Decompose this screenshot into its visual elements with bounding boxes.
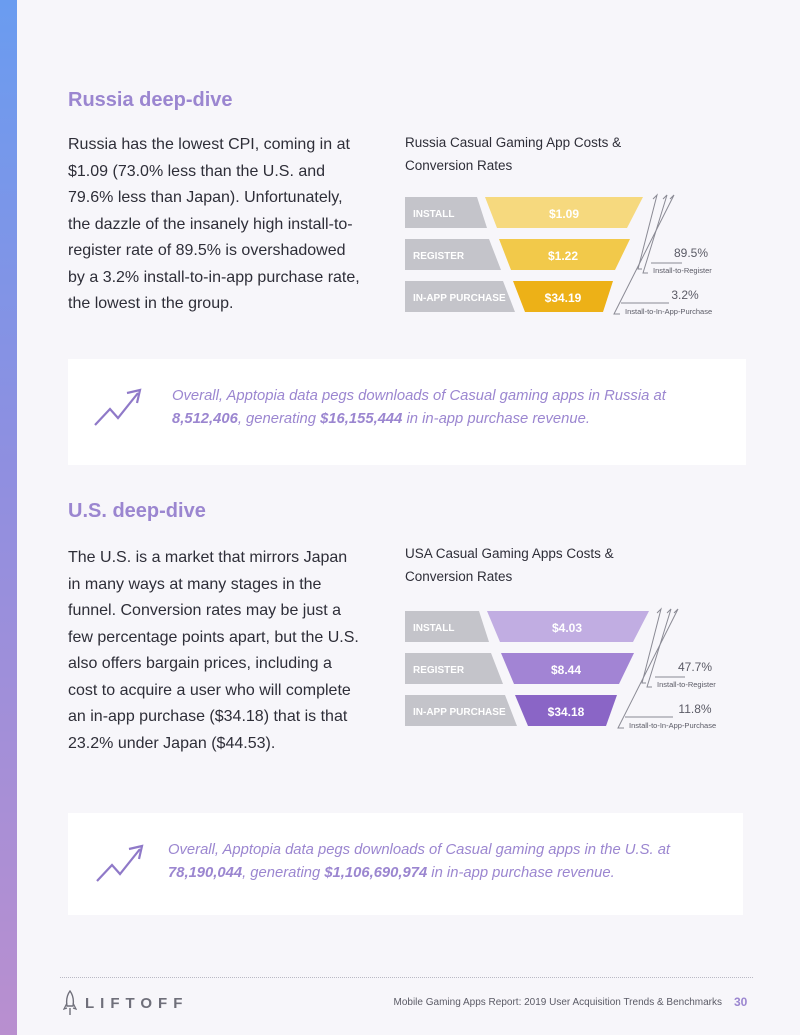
us-label-install	[405, 611, 489, 642]
russia-revenue: $16,155,444	[320, 411, 403, 427]
rocket-icon	[63, 990, 77, 1015]
logo-wordmark: LIFTOFF	[85, 995, 189, 1012]
russia-value-install: $1.09	[549, 207, 579, 221]
russia-value-register: $1.22	[548, 249, 578, 263]
us-conv-1-value: 47.7%	[678, 660, 712, 674]
russia-stage-install: INSTALL	[413, 209, 454, 220]
us-conv-1-label: Install-to-Register	[657, 680, 716, 689]
russia-conv-1-value: 89.5%	[674, 246, 708, 260]
trend-up-icon	[96, 844, 144, 882]
russia-stage-register: REGISTER	[413, 251, 465, 262]
us-stage-register: REGISTER	[413, 665, 465, 676]
us-value-purchase: $34.18	[548, 705, 585, 719]
us-label-purchase	[405, 695, 517, 726]
russia-value-purchase: $34.19	[545, 291, 582, 305]
us-heading: U.S. deep-dive	[68, 500, 206, 522]
russia-downloads: 8,512,406	[172, 411, 238, 427]
us-downloads: 78,190,044	[168, 865, 243, 881]
us-chart-title: USA Casual Gaming Apps Costs & Conversio…	[405, 546, 614, 584]
us-bar-register	[501, 653, 634, 684]
russia-bar-install	[485, 197, 643, 228]
russia-callout: Overall, Apptopia data pegs downloads of…	[68, 359, 746, 465]
us-stage-purchase: IN-APP PURCHASE	[413, 707, 506, 718]
russia-conv-2-value: 3.2%	[671, 288, 699, 302]
russia-heading: Russia deep-dive	[68, 89, 233, 111]
us-funnel-svg: INSTALL REGISTER IN-APP PURCHASE $4.03 $…	[405, 607, 716, 730]
page-number: 30	[734, 995, 748, 1009]
us-stage-install: INSTALL	[413, 623, 454, 634]
russia-label-install	[405, 197, 487, 228]
russia-bar-purchase	[513, 281, 613, 312]
russia-bar-register	[499, 239, 630, 270]
footer-divider	[60, 977, 753, 978]
russia-paragraph: Russia has the lowest CPI, coming in at …	[68, 136, 360, 312]
us-revenue: $1,106,690,974	[324, 865, 428, 881]
us-value-register: $8.44	[551, 663, 581, 677]
russia-conv-1-label: Install-to-Register	[653, 266, 712, 275]
russia-conversion-brackets	[613, 193, 682, 315]
us-callout: Overall, Apptopia data pegs downloads of…	[68, 813, 743, 915]
left-accent-bar	[0, 0, 17, 1035]
us-paragraph: The U.S. is a market that mirrors Japan …	[68, 549, 359, 752]
us-label-register	[405, 653, 503, 684]
us-value-install: $4.03	[552, 621, 582, 635]
russia-chart-title: Russia Casual Gaming App Costs & Convers…	[405, 135, 622, 173]
footer-report-title: Mobile Gaming Apps Report: 2019 User Acq…	[393, 997, 723, 1008]
us-conv-2-label: Install-to-In-App-Purchase	[629, 721, 716, 730]
trend-up-icon	[94, 388, 142, 426]
us-conversion-brackets	[617, 607, 685, 729]
russia-conv-2-label: Install-to-In-App-Purchase	[625, 307, 712, 316]
russia-label-purchase	[405, 281, 515, 312]
us-conv-2-value: 11.8%	[678, 702, 711, 716]
us-bar-purchase	[515, 695, 617, 726]
russia-callout-text: Overall, Apptopia data pegs downloads of…	[172, 388, 666, 427]
us-bar-install	[487, 611, 649, 642]
russia-stage-purchase: IN-APP PURCHASE	[413, 293, 506, 304]
russia-funnel-svg: INSTALL REGISTER IN-APP PURCHASE $1.09 $…	[405, 193, 712, 316]
russia-label-register	[405, 239, 501, 270]
russia-funnel-chart: INSTALL REGISTER IN-APP PURCHASE $1.09 $…	[405, 193, 735, 316]
us-funnel-chart: INSTALL REGISTER IN-APP PURCHASE $4.03 $…	[405, 607, 735, 730]
us-callout-text: Overall, Apptopia data pegs downloads of…	[168, 842, 671, 881]
